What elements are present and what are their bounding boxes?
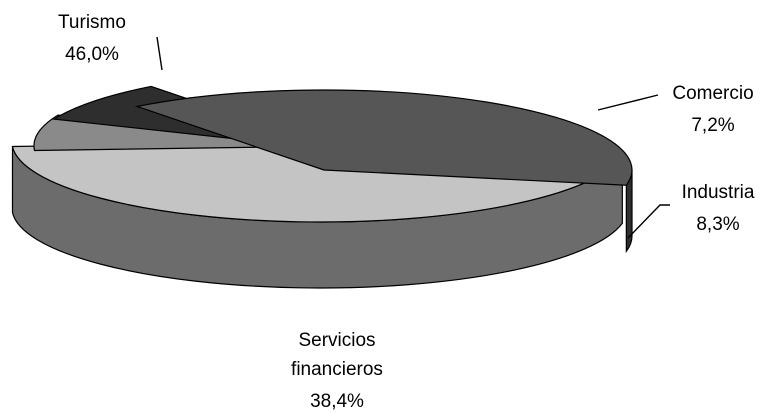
label-servicios-value: 38,4% xyxy=(310,391,364,412)
leader-line-turismo xyxy=(156,36,163,71)
label-comercio-name: Comercio xyxy=(672,83,753,104)
label-industria-value: 8,3% xyxy=(696,214,739,235)
label-servicios-name-line1: Servicios xyxy=(298,330,375,351)
leader-line-comercio xyxy=(597,94,659,111)
leader-line-industria xyxy=(627,204,670,239)
label-turismo-name: Turismo xyxy=(58,12,126,33)
slice-servicios-financieros xyxy=(134,89,633,186)
label-servicios-name-line2: financieros xyxy=(291,359,383,380)
label-turismo-value: 46,0% xyxy=(65,44,119,65)
pie-slice-tops xyxy=(11,85,633,223)
leader-lines xyxy=(156,36,670,239)
label-comercio-value: 7,2% xyxy=(691,115,734,136)
label-industria-name: Industria xyxy=(682,182,755,203)
